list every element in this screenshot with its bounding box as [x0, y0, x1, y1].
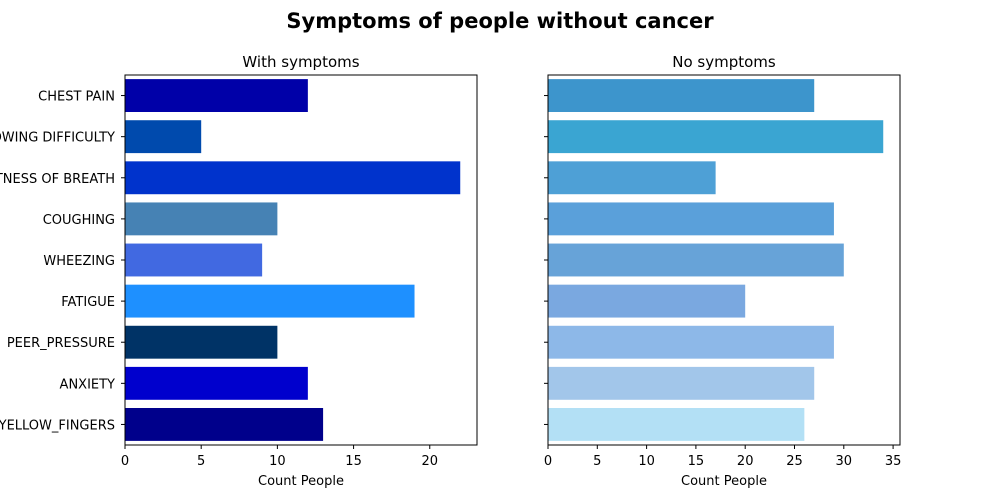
x-axis-label-1: Count People — [258, 474, 344, 489]
bar-2-2 — [548, 120, 884, 154]
chart-panel-1: With symptoms 0 5 10 15 20 Count People CHEST P… — [0, 53, 478, 489]
bar-2-1 — [548, 79, 815, 112]
y-tick-label-4: COUGHING — [43, 213, 115, 228]
bar-1-3 — [125, 161, 461, 195]
x-tick-label-1-2: 5 — [197, 454, 205, 469]
y-tick-label-5: WHEEZING — [43, 254, 115, 269]
bar-2-8 — [548, 366, 815, 400]
chart-title-1: With symptoms — [242, 53, 359, 71]
y-tick-label-7: PEER_PRESSURE — [7, 336, 115, 351]
x-tick-label-2-5: 20 — [737, 454, 754, 469]
y-tick-labels-1: CHEST PAIN SWALLOWING DIFFICULTY SHORTNESS… — [0, 90, 115, 434]
bar-1-4 — [125, 202, 278, 236]
x-tick-label-2-2: 5 — [593, 454, 601, 469]
bar-1-6 — [125, 284, 415, 318]
y-tick-label-9: YELLOW_FINGERS — [0, 418, 115, 433]
bar-2-7 — [548, 325, 834, 359]
y-tick-label-2: SWALLOWING DIFFICULTY — [0, 131, 115, 146]
x-tick-label-2-6: 25 — [786, 454, 803, 469]
y-tick-label-1: CHEST PAIN — [38, 90, 115, 105]
chart-panel-2: No symptoms 0 5 10 15 20 25 30 35 Count People — [544, 53, 902, 489]
x-tick-label-2-4: 15 — [688, 454, 705, 469]
x-tick-label-2-7: 30 — [836, 454, 853, 469]
y-tick-label-3: SHORTNESS OF BREATH — [0, 172, 115, 187]
x-tick-label-2-3: 10 — [638, 454, 655, 469]
bar-1-2 — [125, 120, 202, 154]
bar-1-7 — [125, 325, 278, 359]
bar-1-8 — [125, 366, 308, 400]
bar-1-9 — [125, 408, 324, 441]
x-axis-label-2: Count People — [681, 474, 767, 489]
bar-1-1 — [125, 79, 308, 112]
x-tick-label-1-5: 20 — [421, 454, 438, 469]
x-tick-label-2-8: 35 — [885, 454, 902, 469]
y-tick-label-8: ANXIETY — [60, 377, 116, 392]
figure-title: Symptoms of people without cancer — [286, 9, 714, 33]
y-tick-label-6: FATIGUE — [61, 295, 115, 310]
bar-2-9 — [548, 408, 805, 441]
x-tick-label-1-4: 15 — [345, 454, 362, 469]
bar-2-6 — [548, 284, 746, 318]
bar-2-4 — [548, 202, 834, 236]
x-tick-label-1-1: 0 — [121, 454, 129, 469]
chart-title-2: No symptoms — [672, 53, 776, 71]
x-tick-label-1-3: 10 — [269, 454, 286, 469]
bar-2-3 — [548, 161, 716, 195]
bar-1-5 — [125, 243, 263, 277]
x-tick-label-2-1: 0 — [544, 454, 552, 469]
bar-2-5 — [548, 243, 844, 277]
